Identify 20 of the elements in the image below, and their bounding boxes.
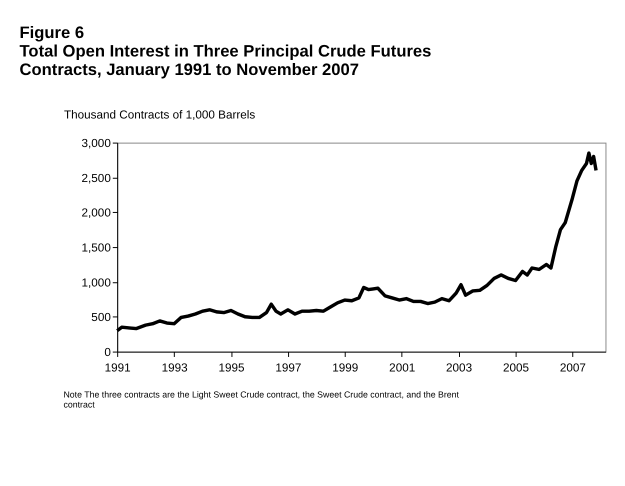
- x-tick-label: 2007: [560, 362, 586, 375]
- y-tick-label: 1,500: [82, 241, 112, 254]
- x-tick-label: 1997: [275, 362, 302, 375]
- x-tick-label: 1993: [162, 362, 188, 375]
- y-tick-label: 1,000: [82, 276, 112, 290]
- y-axis-title: Thousand Contracts of 1,000 Barrels: [64, 108, 256, 122]
- text: Note The three contracts are the Light Sweet Crude contract, the Sweet Crude contract, and the Brent contract: [63, 389, 460, 410]
- chart-title: Figure 6: [20, 23, 84, 42]
- y-tick-label: 500: [91, 311, 112, 324]
- x-tick-label: 2001: [389, 362, 416, 375]
- x-tick-label: 1991: [104, 362, 131, 375]
- y-tick-label: 2,500: [82, 172, 112, 185]
- chart-subtitle: Total Open Interest in Three Principal Crude Futures Contracts, January 1991 to November 2007: [20, 42, 432, 80]
- y-tick-label: 2,000: [82, 206, 112, 220]
- x-tick-label: 1995: [218, 362, 245, 375]
- y-tick-label: 3,000: [82, 137, 112, 150]
- x-tick-label: 1999: [332, 362, 358, 375]
- x-tick-label: 2005: [502, 362, 530, 375]
- x-tick-label: 2003: [446, 362, 472, 375]
- y-tick-label: 0: [104, 346, 112, 359]
